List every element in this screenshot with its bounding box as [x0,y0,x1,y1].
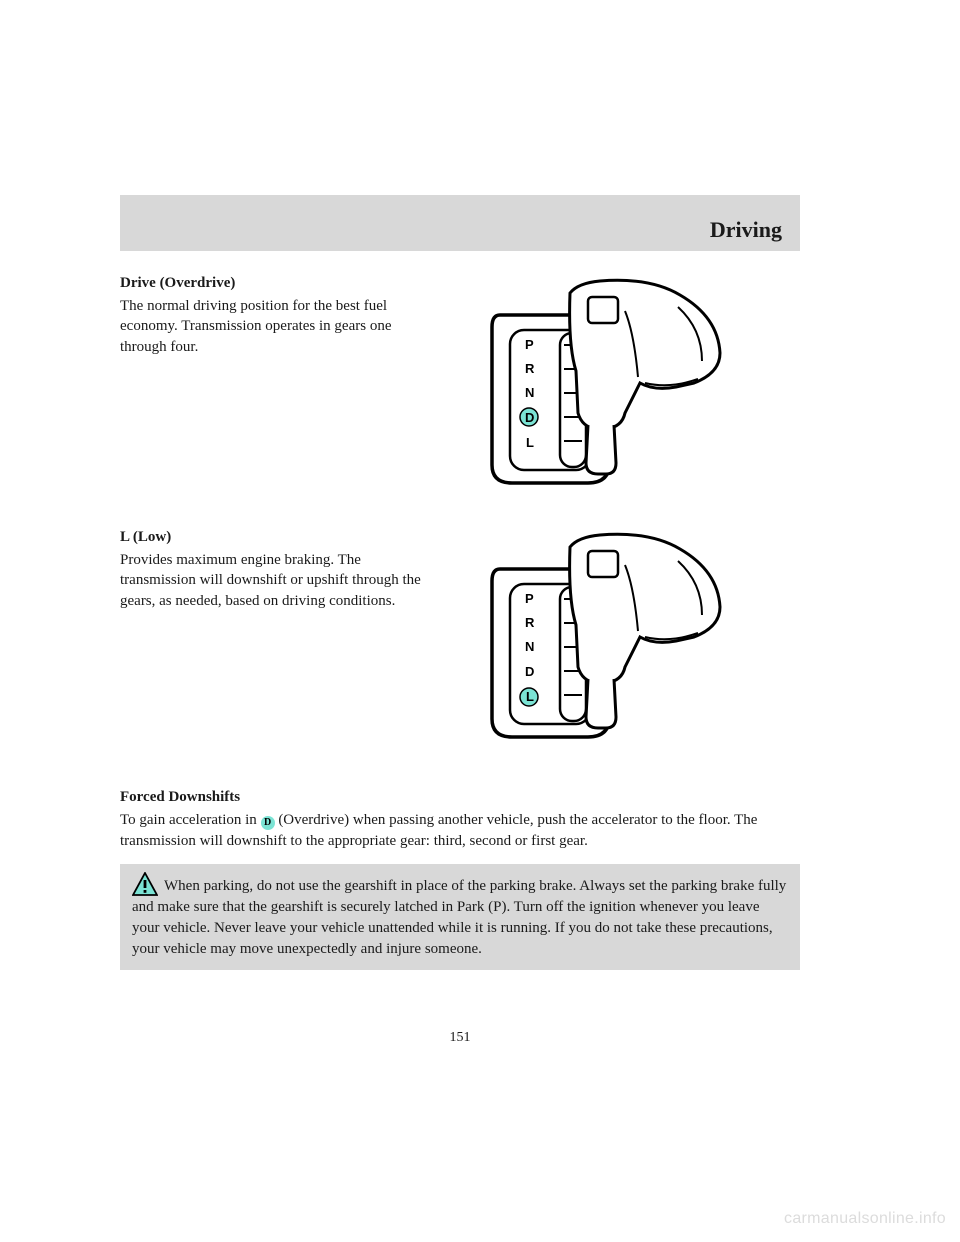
page-number: 151 [120,1030,800,1046]
pos-l: L [526,435,534,450]
watermark: carmanualsonline.info [784,1210,946,1228]
drive-heading: Drive (Overdrive) [120,275,430,292]
pos-p: P [525,337,534,352]
shifter-drive-illustration: P R N D L [450,275,750,505]
pos-d: D [525,664,534,679]
pos-r: R [525,361,535,376]
drive-text: Drive (Overdrive) The normal driving pos… [120,275,450,357]
shifter-low-illustration: P R N D L [450,529,750,759]
pos-n: N [525,385,534,400]
pos-r: R [525,615,535,630]
manual-page: Driving Drive (Overdrive) The normal dri… [120,195,800,1046]
forced-body-before: To gain acceleration in [120,812,261,828]
warning-text: When parking, do not use the gearshift i… [132,878,786,957]
low-heading: L (Low) [120,529,430,546]
warning-box: When parking, do not use the gearshift i… [120,864,800,970]
pos-d: D [525,410,534,425]
pos-n: N [525,639,534,654]
header-bar: Driving [120,195,800,251]
low-text: L (Low) Provides maximum engine braking.… [120,529,450,611]
low-section: L (Low) Provides maximum engine braking.… [120,529,800,759]
warning-icon [132,872,158,896]
low-body: Provides maximum engine braking. The tra… [120,550,430,611]
inline-d-icon: D [261,816,275,830]
pos-p: P [525,591,534,606]
forced-body: To gain acceleration in D (Overdrive) wh… [120,810,800,852]
forced-downshift-section: Forced Downshifts To gain acceleration i… [120,789,800,852]
drive-body: The normal driving position for the best… [120,296,430,357]
forced-heading: Forced Downshifts [120,789,800,806]
drive-section: Drive (Overdrive) The normal driving pos… [120,275,800,505]
pos-l: L [526,689,534,704]
section-title: Driving [710,217,782,243]
